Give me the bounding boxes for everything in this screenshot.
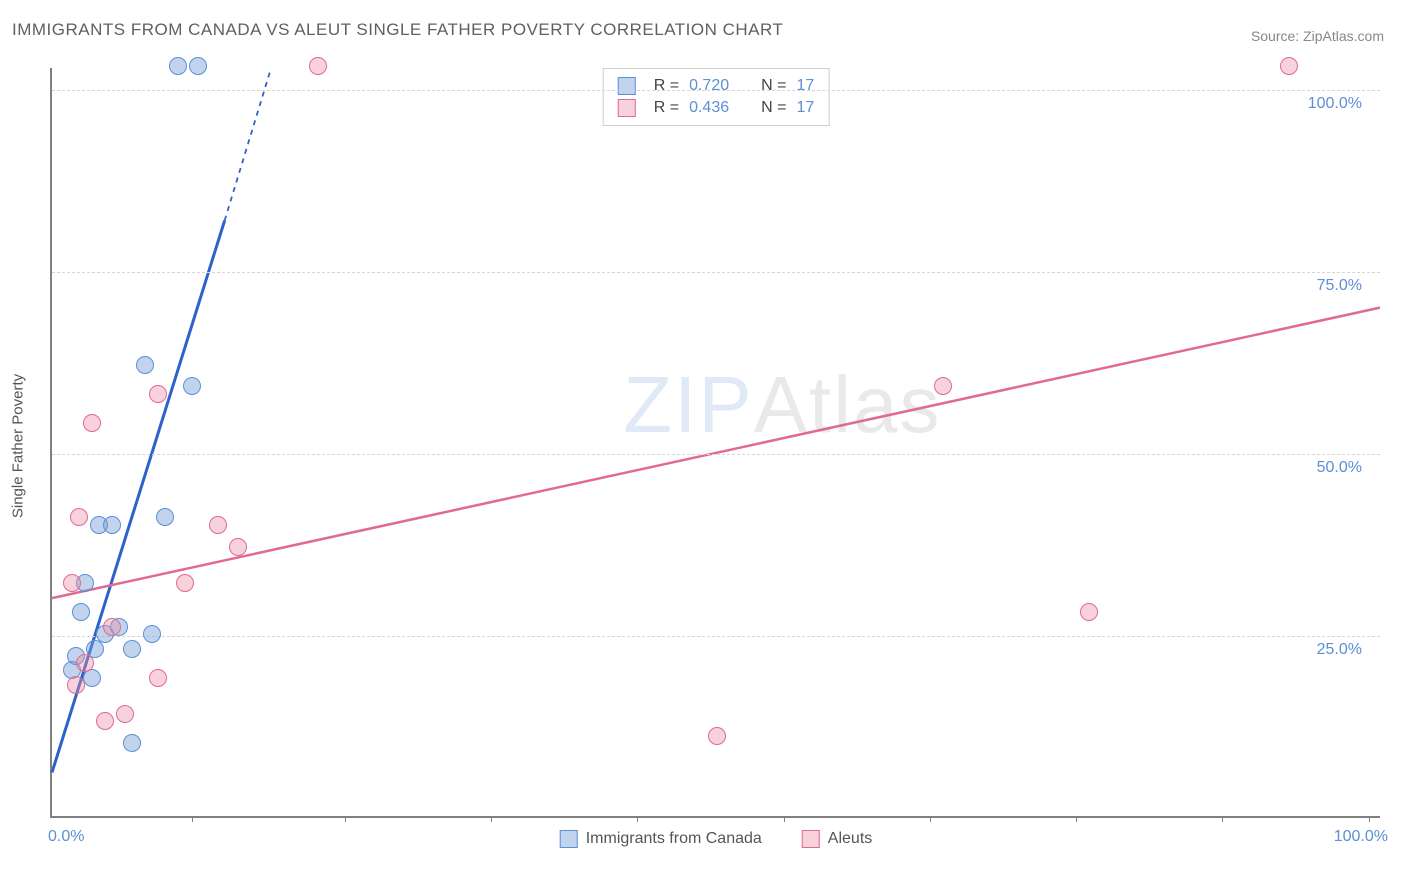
r-label: R = xyxy=(654,77,679,95)
correlation-legend: R = 0.720 N = 17 R = 0.436 N = 17 xyxy=(603,68,830,126)
data-point xyxy=(149,669,167,687)
trend-lines xyxy=(52,68,1380,816)
xtick-mark xyxy=(1076,816,1077,822)
legend-row: R = 0.436 N = 17 xyxy=(618,97,815,119)
source-label: Source: ZipAtlas.com xyxy=(1251,28,1384,44)
ytick-label: 25.0% xyxy=(1317,641,1362,659)
xtick-mark xyxy=(192,816,193,822)
n-value: 17 xyxy=(796,77,814,95)
data-point xyxy=(70,508,88,526)
r-label: R = xyxy=(654,99,679,117)
xtick-mark xyxy=(930,816,931,822)
gridline xyxy=(52,454,1380,455)
n-label: N = xyxy=(761,77,786,95)
legend-row: R = 0.720 N = 17 xyxy=(618,75,815,97)
legend-label-aleuts: Aleuts xyxy=(828,830,872,847)
data-point xyxy=(189,57,207,75)
data-point xyxy=(103,618,121,636)
ytick-label: 75.0% xyxy=(1317,277,1362,295)
legend-item-aleuts: Aleuts xyxy=(802,830,872,848)
legend-item-canada: Immigrants from Canada xyxy=(560,830,762,848)
data-point xyxy=(1080,603,1098,621)
legend-label-canada: Immigrants from Canada xyxy=(586,830,762,847)
data-point xyxy=(63,574,81,592)
xtick-mark xyxy=(1222,816,1223,822)
trend-line-dash xyxy=(225,68,271,221)
ytick-label: 50.0% xyxy=(1317,459,1362,477)
data-point xyxy=(103,516,121,534)
data-point xyxy=(136,356,154,374)
r-value: 0.720 xyxy=(689,77,729,95)
gridline xyxy=(52,90,1380,91)
data-point xyxy=(83,414,101,432)
swatch-aleuts xyxy=(802,830,820,848)
data-point xyxy=(1280,57,1298,75)
data-point xyxy=(156,508,174,526)
data-point xyxy=(116,705,134,723)
xtick-right: 100.0% xyxy=(1334,828,1388,846)
data-point xyxy=(934,377,952,395)
xtick-mark xyxy=(1369,816,1370,822)
data-point xyxy=(96,712,114,730)
xtick-mark xyxy=(637,816,638,822)
ytick-label: 100.0% xyxy=(1308,95,1362,113)
legend-swatch xyxy=(618,77,636,95)
n-label: N = xyxy=(761,99,786,117)
swatch-canada xyxy=(560,830,578,848)
data-point xyxy=(183,377,201,395)
data-point xyxy=(123,640,141,658)
xtick-left: 0.0% xyxy=(48,828,84,846)
data-point xyxy=(143,625,161,643)
data-point xyxy=(67,676,85,694)
x-axis-legend: Immigrants from Canada Aleuts xyxy=(560,830,873,848)
data-point xyxy=(123,734,141,752)
xtick-mark xyxy=(491,816,492,822)
xtick-mark xyxy=(784,816,785,822)
n-value: 17 xyxy=(796,99,814,117)
plot-area: ZIPAtlas R =0.720N =17R =0.436N =17 Immi… xyxy=(50,68,1380,818)
xtick-mark xyxy=(345,816,346,822)
data-point xyxy=(176,574,194,592)
gridline xyxy=(52,272,1380,273)
trend-line xyxy=(52,308,1380,598)
data-point xyxy=(149,385,167,403)
data-point xyxy=(309,57,327,75)
gridline xyxy=(52,636,1380,637)
data-point xyxy=(229,538,247,556)
data-point xyxy=(708,727,726,745)
r-value: 0.436 xyxy=(689,99,729,117)
data-point xyxy=(169,57,187,75)
legend-swatch xyxy=(618,99,636,117)
y-axis-label: Single Father Poverty xyxy=(10,374,27,518)
data-point xyxy=(76,654,94,672)
chart-title: IMMIGRANTS FROM CANADA VS ALEUT SINGLE F… xyxy=(12,20,783,40)
data-point xyxy=(209,516,227,534)
data-point xyxy=(72,603,90,621)
